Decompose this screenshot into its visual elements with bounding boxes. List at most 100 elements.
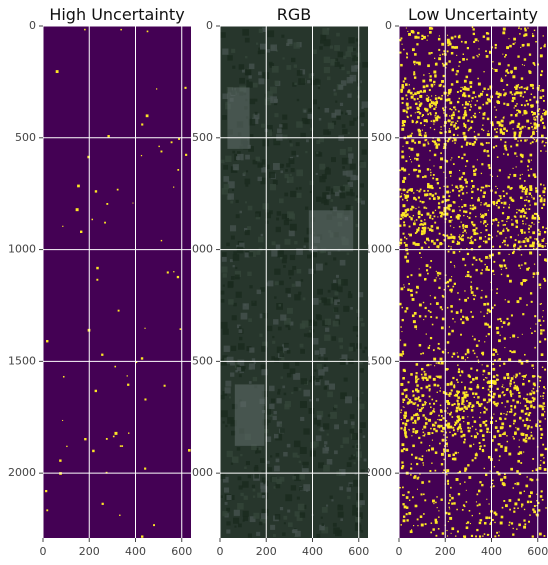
speck bbox=[521, 503, 523, 505]
speck bbox=[493, 203, 495, 205]
speck bbox=[507, 411, 508, 412]
texture bbox=[225, 502, 228, 505]
speck bbox=[164, 385, 166, 387]
speck bbox=[472, 97, 474, 99]
speck bbox=[417, 419, 419, 421]
speck bbox=[534, 122, 537, 125]
speck bbox=[439, 187, 441, 189]
speck bbox=[523, 451, 524, 452]
speck bbox=[410, 159, 411, 160]
speck bbox=[409, 500, 410, 501]
speck bbox=[466, 76, 469, 79]
speck bbox=[461, 222, 462, 223]
speck bbox=[451, 117, 453, 119]
speck bbox=[467, 237, 469, 239]
speck bbox=[517, 508, 518, 509]
speck bbox=[471, 435, 473, 437]
speck bbox=[518, 395, 520, 397]
speck bbox=[466, 232, 467, 233]
speck bbox=[467, 120, 469, 122]
speck bbox=[526, 196, 527, 197]
speck bbox=[539, 380, 541, 382]
speck bbox=[413, 192, 414, 193]
speck bbox=[466, 391, 468, 393]
texture bbox=[221, 266, 227, 272]
speck bbox=[499, 195, 500, 196]
speck bbox=[510, 337, 511, 338]
speck bbox=[540, 56, 542, 58]
speck bbox=[463, 123, 465, 125]
speck bbox=[545, 246, 546, 247]
speck bbox=[400, 239, 402, 241]
speck bbox=[531, 160, 532, 161]
texture bbox=[222, 421, 224, 423]
speck bbox=[474, 397, 475, 398]
speck bbox=[435, 106, 436, 107]
speck bbox=[404, 416, 407, 419]
speck bbox=[542, 316, 543, 317]
speck bbox=[185, 154, 187, 156]
speck bbox=[84, 438, 86, 440]
speck bbox=[479, 519, 481, 521]
texture bbox=[232, 456, 238, 462]
speck bbox=[482, 91, 483, 92]
speck bbox=[471, 197, 473, 199]
speck bbox=[431, 240, 434, 243]
speck bbox=[532, 242, 535, 245]
speck bbox=[496, 91, 497, 92]
speck bbox=[420, 353, 422, 355]
speck bbox=[421, 233, 423, 235]
texture bbox=[277, 347, 283, 353]
speck bbox=[462, 232, 463, 233]
speck bbox=[412, 390, 414, 392]
speck bbox=[531, 94, 532, 95]
texture bbox=[242, 481, 249, 488]
speck bbox=[527, 27, 528, 28]
speck bbox=[447, 446, 448, 447]
texture bbox=[306, 489, 308, 491]
texture bbox=[318, 87, 320, 89]
texture bbox=[322, 28, 329, 35]
speck bbox=[489, 385, 491, 387]
speck bbox=[429, 311, 430, 312]
speck bbox=[427, 273, 429, 275]
speck bbox=[483, 223, 484, 224]
speck bbox=[463, 227, 465, 229]
speck bbox=[480, 204, 481, 205]
speck bbox=[441, 327, 444, 330]
speck bbox=[515, 427, 516, 428]
speck bbox=[533, 232, 534, 233]
texture bbox=[234, 510, 240, 516]
speck bbox=[402, 102, 404, 104]
texture bbox=[227, 417, 234, 424]
speck bbox=[451, 276, 452, 277]
speck bbox=[494, 106, 495, 107]
speck bbox=[463, 92, 466, 95]
speck bbox=[460, 483, 461, 484]
speck bbox=[539, 195, 541, 197]
speck bbox=[534, 213, 536, 215]
speck bbox=[471, 281, 472, 282]
speck bbox=[494, 522, 495, 523]
speck bbox=[478, 197, 479, 198]
texture bbox=[281, 357, 284, 360]
speck bbox=[451, 404, 453, 406]
speck bbox=[442, 201, 444, 203]
speck bbox=[497, 199, 500, 202]
speck bbox=[435, 502, 437, 504]
speck bbox=[526, 100, 528, 102]
texture bbox=[321, 517, 323, 519]
speck bbox=[478, 360, 479, 361]
speck bbox=[469, 510, 471, 512]
speck bbox=[453, 236, 456, 239]
speck bbox=[485, 256, 488, 259]
speck bbox=[473, 444, 474, 445]
speck bbox=[415, 122, 417, 124]
speck bbox=[468, 476, 471, 479]
speck bbox=[419, 274, 422, 277]
speck bbox=[527, 428, 529, 430]
speck bbox=[539, 231, 540, 232]
speck bbox=[499, 93, 502, 96]
speck bbox=[526, 120, 529, 123]
texture bbox=[283, 363, 289, 369]
